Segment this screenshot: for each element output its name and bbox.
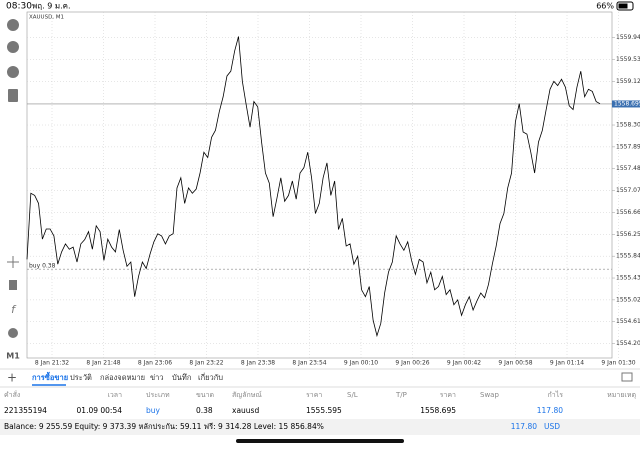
- y-tick-label: 1557.890: [616, 143, 640, 150]
- column-header: หมายเหตุ: [607, 391, 636, 399]
- y-tick-label: 1557.480: [616, 165, 640, 172]
- x-tick-label: 9 Jan 01:30: [601, 360, 635, 367]
- battery-icon: [616, 1, 634, 11]
- table-cell: buy: [146, 406, 161, 415]
- column-header: เวลา: [107, 391, 122, 399]
- column-header: คำสั่ง: [4, 390, 20, 399]
- y-tick-label: 1554.610: [616, 318, 640, 325]
- column-header: กำไร: [548, 390, 564, 399]
- tool-icon[interactable]: f: [11, 303, 17, 316]
- table: คำสั่ง เวลา ประเภท ขนาด สัญลักษณ์ ราคา S/L T/P ร…: [4, 390, 636, 415]
- y-tick-label: 1557.070: [616, 187, 640, 194]
- tab[interactable]: ข่าว: [150, 373, 164, 382]
- tab[interactable]: บันทึก: [172, 373, 191, 382]
- left-toolbar: f: [7, 19, 19, 338]
- column-header: Swap: [480, 391, 499, 399]
- price-tag: [612, 100, 640, 108]
- x-tick-label: 9 Jan 01:14: [550, 360, 584, 367]
- tab[interactable]: กล่องจดหมาย: [100, 373, 145, 382]
- x-tick-label: 8 Jan 23:22: [189, 360, 223, 367]
- chart-title: XAUUSD, M1: [29, 15, 64, 21]
- layout-icon[interactable]: [621, 372, 633, 382]
- tab[interactable]: ประวัติ: [70, 373, 92, 382]
- x-tick-label: 8 Jan 21:32: [35, 360, 69, 367]
- chart-frame: [26, 11, 613, 359]
- y-tick-label: 1556.250: [616, 231, 640, 238]
- tool-icon[interactable]: [7, 256, 19, 268]
- battery-fill: [618, 3, 628, 9]
- tool-icon[interactable]: [7, 66, 19, 78]
- x-tick-label: 8 Jan 21:48: [86, 360, 120, 367]
- column-header: ประเภท: [146, 391, 170, 399]
- home-indicator: [236, 439, 404, 443]
- column-header: T/P: [395, 391, 407, 399]
- price-tag-label: 1558.695: [614, 100, 640, 107]
- timeframe[interactable]: M1: [6, 352, 20, 361]
- y-tick-label: 1555.840: [616, 253, 640, 260]
- account-summary: Balance: 9 255.59 Equity: 9 373.39 หลักป…: [4, 422, 324, 431]
- x-tick-label: 9 Jan 00:26: [395, 360, 429, 367]
- x-tick-label: 8 Jan 23:38: [241, 360, 275, 367]
- table-cell: 221355194: [4, 406, 47, 415]
- y-tick-label: 1556.660: [616, 209, 640, 216]
- tabs: การซื้อขาย ประวัติ กล่องจดหมาย ข่าว บันทึก เก…: [32, 371, 223, 386]
- x-tick-label: 9 Jan 00:58: [498, 360, 532, 367]
- chart: XAUUSD, M1 1559.940 1559.530 1559.120 1558.…: [26, 11, 640, 367]
- tool-icon[interactable]: [9, 280, 17, 290]
- y-tick-label: 1555.020: [616, 296, 640, 303]
- clock: 08:30: [6, 2, 32, 12]
- tool-icon[interactable]: [7, 41, 19, 53]
- column-header: ราคา: [306, 391, 322, 399]
- table-cell: xauusd: [232, 406, 259, 415]
- y-tick-label: 1554.200: [616, 340, 640, 347]
- table-cell: 0.38: [196, 406, 213, 415]
- tool-icon[interactable]: [8, 328, 18, 338]
- table-cell: 1558.695: [420, 406, 456, 415]
- add-button[interactable]: +: [7, 371, 17, 385]
- column-header: ราคา: [440, 391, 456, 399]
- tab[interactable]: เกี่ยวกับ: [198, 372, 223, 382]
- x-tick-label: 9 Jan 00:42: [447, 360, 481, 367]
- column-header: สัญลักษณ์: [232, 391, 262, 399]
- y-tick-label: 1555.430: [616, 275, 640, 282]
- battery-level: 66%: [596, 2, 614, 11]
- order-label: buy 0.38: [29, 263, 56, 270]
- x-tick-label: 8 Jan 23:54: [292, 360, 326, 367]
- column-header: S/L: [347, 391, 358, 399]
- footer-bg: [0, 419, 640, 435]
- tool-icon[interactable]: [7, 19, 19, 31]
- table-cell: 117.80: [537, 406, 563, 415]
- total-profit: 117.80: [511, 422, 537, 431]
- tool-icon[interactable]: [8, 89, 18, 102]
- y-tick-label: 1559.530: [616, 56, 640, 63]
- column-header: ขนาด: [196, 391, 214, 399]
- y-tick-label: 1559.120: [616, 78, 640, 85]
- currency: USD: [544, 422, 560, 431]
- price-line-series: [26, 36, 601, 338]
- y-tick-label: 1558.300: [616, 122, 640, 129]
- table-cell: 1555.595: [306, 406, 342, 415]
- table-cell: 01.09 00:54: [77, 406, 123, 415]
- date: พฤ. 9 ม.ค.: [32, 2, 71, 11]
- y-tick-label: 1559.940: [616, 34, 640, 41]
- x-tick-label: 8 Jan 23:06: [138, 360, 172, 367]
- tab[interactable]: การซื้อขาย: [32, 371, 68, 382]
- x-tick-label: 9 Jan 00:10: [344, 360, 378, 367]
